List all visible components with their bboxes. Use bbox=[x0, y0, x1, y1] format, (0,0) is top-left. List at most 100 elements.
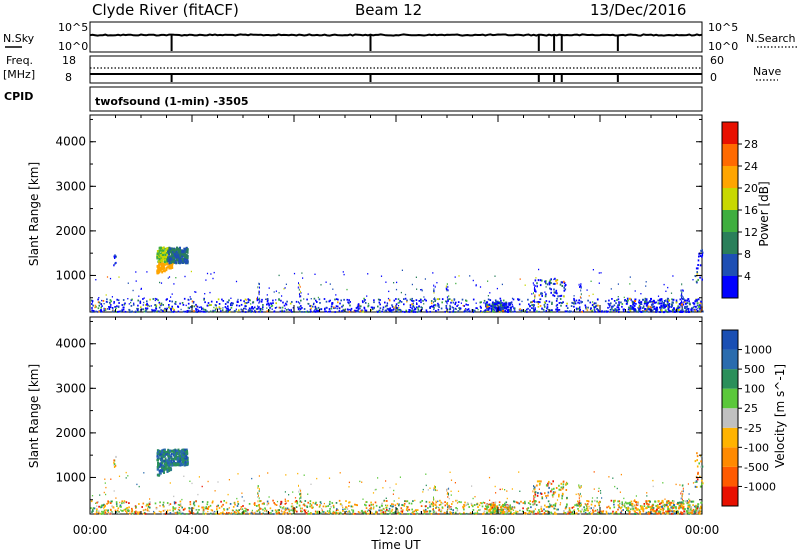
data-point bbox=[146, 303, 148, 306]
data-point bbox=[298, 283, 300, 286]
data-point bbox=[393, 308, 395, 310]
data-point bbox=[176, 252, 179, 255]
data-point bbox=[492, 508, 495, 511]
data-point bbox=[187, 309, 189, 312]
data-point bbox=[497, 301, 500, 304]
data-point bbox=[146, 307, 149, 310]
data-point bbox=[659, 508, 662, 511]
data-point bbox=[576, 512, 578, 515]
data-point bbox=[397, 305, 400, 307]
data-point bbox=[511, 488, 513, 490]
data-point bbox=[359, 480, 361, 483]
data-point bbox=[92, 510, 94, 512]
data-point bbox=[322, 505, 325, 508]
data-point bbox=[540, 505, 543, 508]
data-point bbox=[171, 248, 174, 251]
data-point bbox=[212, 500, 214, 503]
data-point bbox=[259, 507, 261, 510]
data-point bbox=[662, 482, 664, 484]
data-point bbox=[275, 299, 277, 301]
data-point bbox=[114, 254, 116, 257]
data-point bbox=[248, 512, 251, 515]
data-point bbox=[488, 510, 491, 513]
data-point bbox=[618, 304, 620, 306]
data-point bbox=[688, 511, 690, 514]
nsky-tick-bottom: 10^0 bbox=[58, 40, 88, 53]
data-point bbox=[533, 485, 534, 488]
data-point bbox=[310, 504, 313, 507]
data-point bbox=[539, 301, 541, 304]
data-point bbox=[515, 511, 518, 514]
data-point bbox=[159, 281, 161, 284]
data-point bbox=[533, 500, 535, 503]
data-point bbox=[514, 310, 516, 313]
data-point bbox=[348, 311, 351, 313]
data-point bbox=[158, 260, 161, 263]
data-point bbox=[444, 501, 446, 503]
data-point bbox=[251, 509, 253, 512]
velocity-data-points bbox=[90, 448, 704, 515]
data-point bbox=[283, 288, 285, 290]
data-point bbox=[701, 252, 704, 255]
data-point bbox=[300, 290, 301, 293]
data-point bbox=[585, 513, 588, 515]
data-point bbox=[174, 508, 176, 511]
data-point bbox=[154, 502, 157, 505]
data-point bbox=[284, 302, 287, 305]
data-point bbox=[576, 308, 578, 311]
data-point bbox=[493, 306, 496, 309]
data-point bbox=[458, 307, 460, 309]
data-point bbox=[292, 307, 294, 309]
data-point bbox=[210, 512, 212, 515]
data-point bbox=[612, 510, 614, 513]
data-point bbox=[686, 510, 688, 513]
data-point bbox=[696, 304, 699, 307]
data-point bbox=[162, 459, 165, 463]
vel-ytick-label-0: 1000 bbox=[55, 470, 86, 484]
data-point bbox=[221, 298, 223, 301]
data-point bbox=[649, 506, 652, 509]
data-point bbox=[548, 300, 551, 303]
data-point bbox=[502, 309, 505, 312]
data-point bbox=[545, 293, 547, 296]
data-point bbox=[693, 305, 695, 307]
data-point bbox=[588, 512, 591, 514]
data-point bbox=[97, 501, 99, 503]
data-point bbox=[227, 307, 229, 309]
data-point bbox=[298, 484, 299, 487]
data-point bbox=[583, 510, 585, 513]
data-point bbox=[501, 302, 503, 304]
data-point bbox=[118, 276, 120, 278]
data-point bbox=[478, 509, 480, 511]
data-point bbox=[534, 493, 537, 496]
data-point bbox=[247, 509, 249, 511]
data-point bbox=[392, 505, 394, 508]
data-point bbox=[164, 259, 166, 262]
data-point bbox=[585, 307, 587, 310]
data-point bbox=[627, 308, 630, 311]
data-point bbox=[484, 309, 486, 312]
data-point bbox=[617, 298, 620, 301]
data-point bbox=[103, 491, 105, 494]
data-point bbox=[125, 477, 127, 479]
data-point bbox=[192, 301, 195, 304]
data-point bbox=[157, 467, 160, 470]
data-point bbox=[648, 308, 651, 311]
data-point bbox=[579, 492, 581, 495]
data-point bbox=[159, 249, 162, 252]
data-point bbox=[240, 299, 242, 302]
data-point bbox=[299, 308, 302, 310]
data-point bbox=[495, 301, 498, 304]
data-point bbox=[661, 300, 663, 303]
data-point bbox=[688, 300, 690, 303]
data-point bbox=[457, 310, 460, 312]
data-point bbox=[349, 309, 352, 312]
data-point bbox=[181, 302, 184, 304]
data-point bbox=[454, 482, 456, 484]
data-point bbox=[104, 505, 106, 507]
data-point bbox=[639, 513, 641, 515]
data-point bbox=[558, 488, 561, 491]
data-point bbox=[343, 273, 345, 276]
data-point bbox=[504, 309, 507, 312]
data-point bbox=[284, 287, 286, 289]
